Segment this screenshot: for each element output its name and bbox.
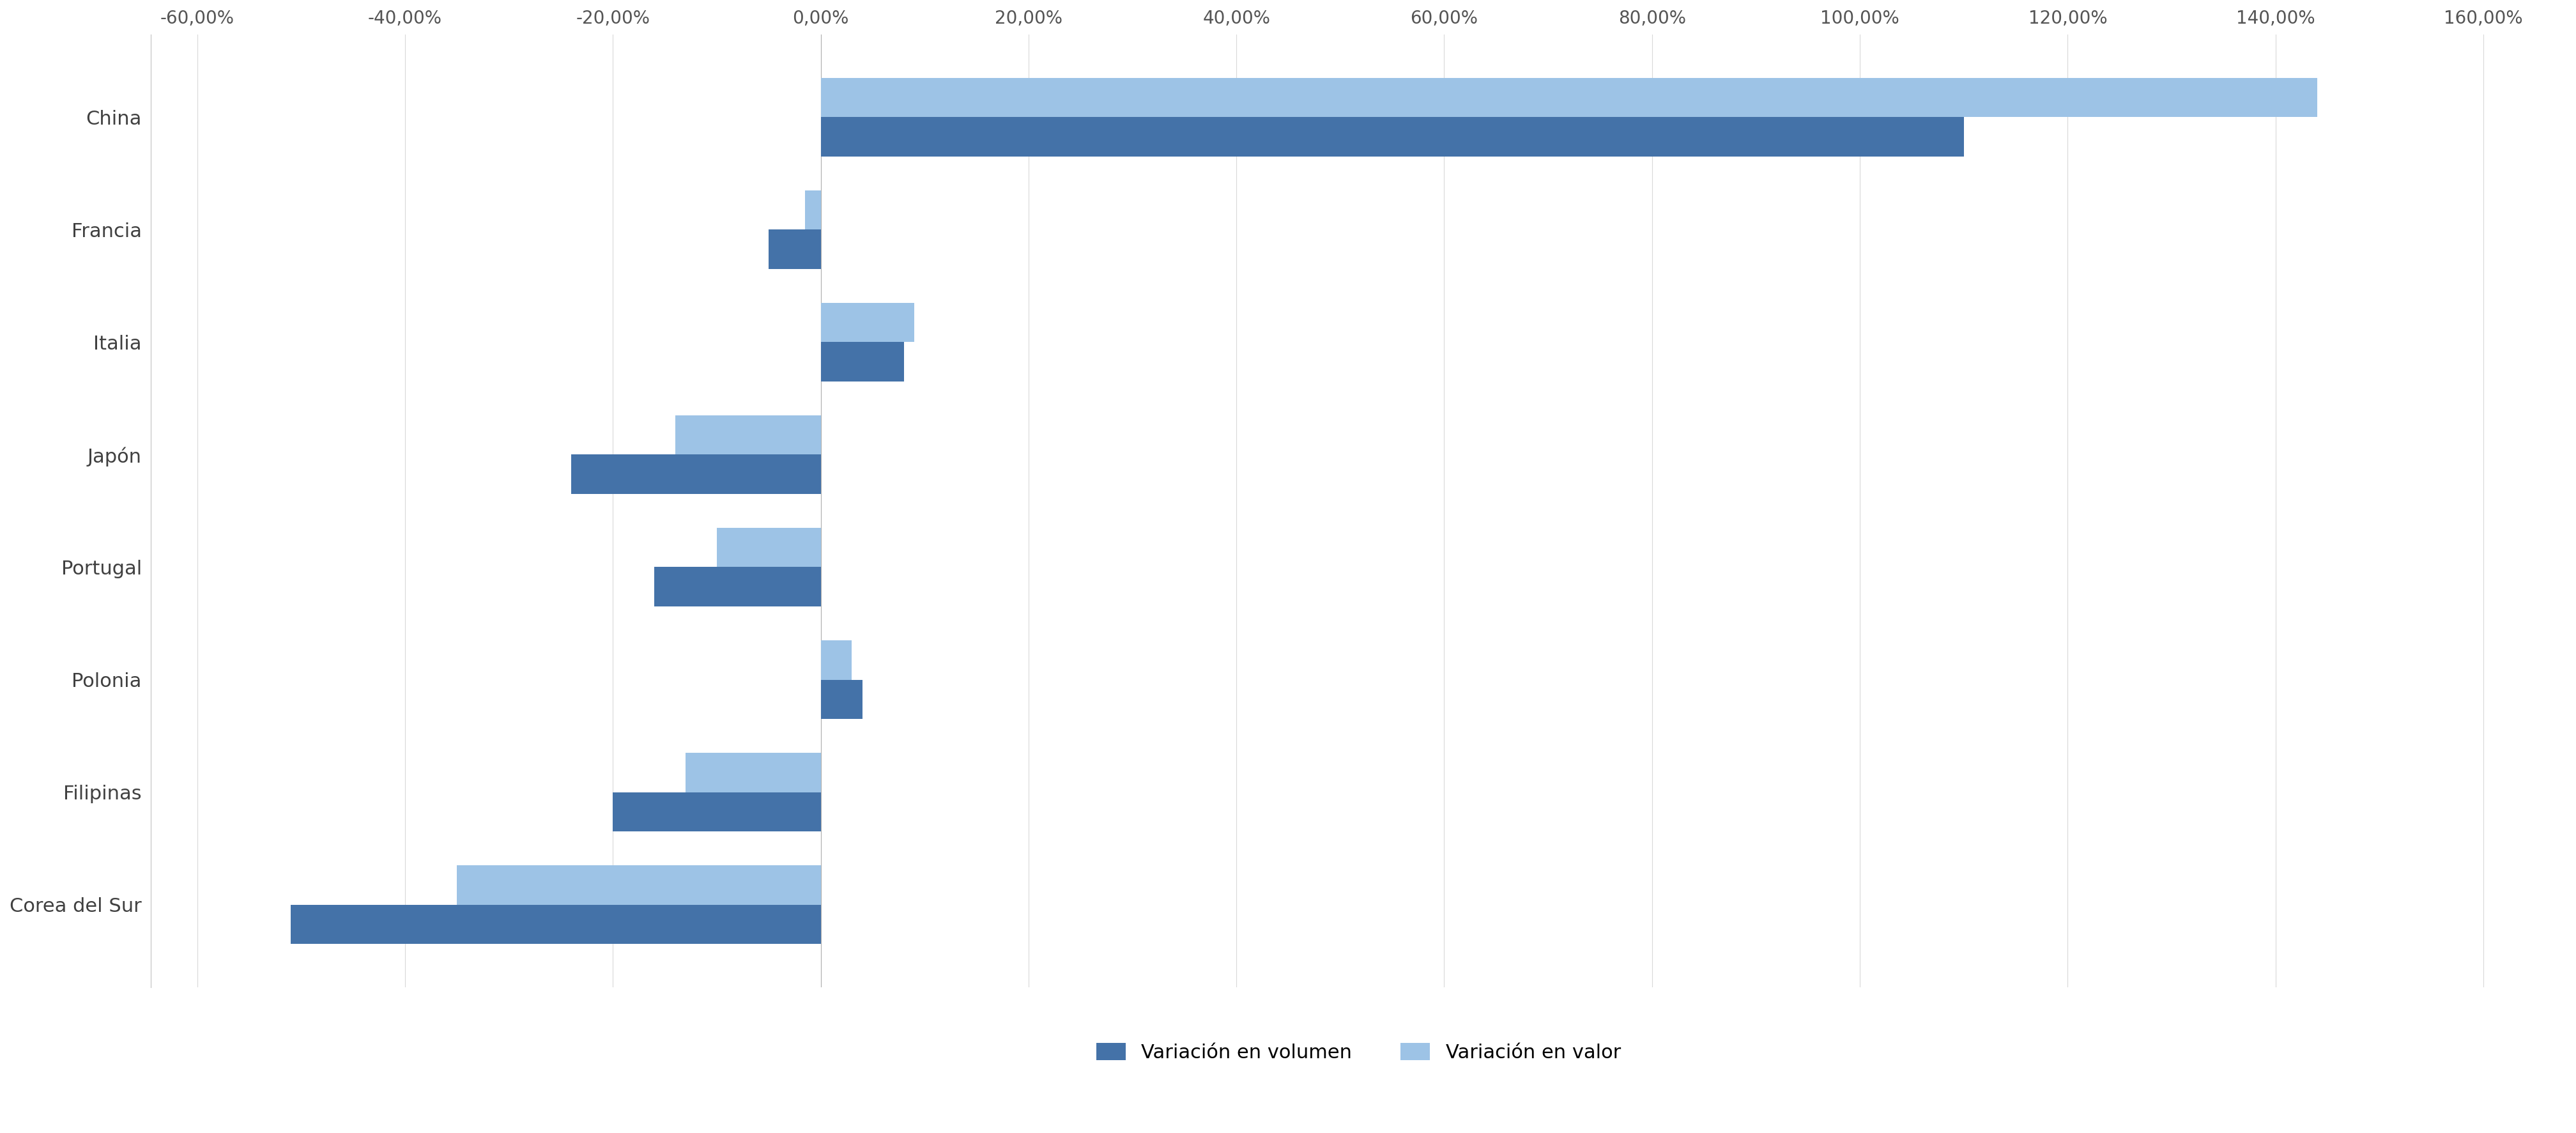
Bar: [685, 752, 822, 792]
Bar: [675, 416, 822, 454]
Bar: [822, 342, 904, 382]
Bar: [822, 117, 1963, 156]
Bar: [716, 528, 822, 568]
Bar: [822, 78, 2316, 117]
Bar: [291, 904, 822, 944]
Legend: Variación en volumen, Variación en valor: Variación en volumen, Variación en valor: [1087, 1036, 1628, 1070]
Bar: [822, 303, 914, 342]
Bar: [572, 454, 822, 494]
Bar: [768, 230, 822, 269]
Bar: [822, 640, 853, 680]
Bar: [822, 680, 863, 719]
Bar: [613, 792, 822, 832]
Bar: [806, 190, 822, 230]
Bar: [654, 568, 822, 606]
Bar: [456, 866, 822, 904]
